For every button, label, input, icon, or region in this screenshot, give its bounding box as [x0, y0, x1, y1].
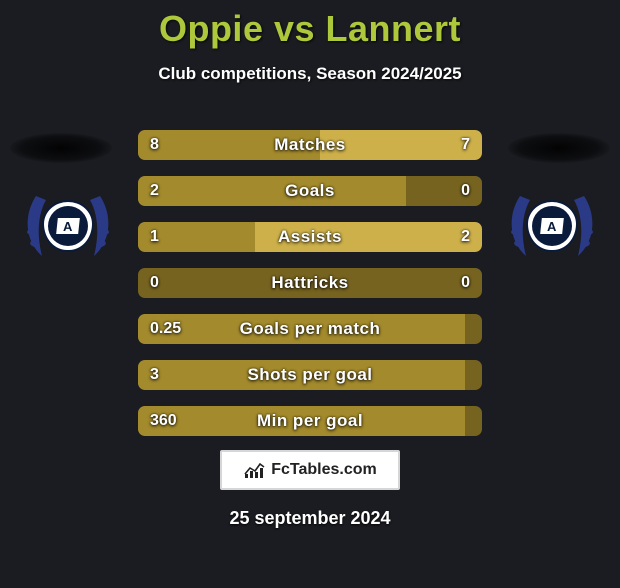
brand-box[interactable]: FcTables.com	[220, 450, 400, 490]
stat-row: Assists12	[138, 222, 482, 252]
stat-row: Goals per match0.25	[138, 314, 482, 344]
page-title: Oppie vs Lannert	[0, 8, 620, 50]
stat-track	[138, 222, 482, 252]
stat-bars: Matches87 Goals20 Assists12 Hattricks00 Goal…	[138, 130, 482, 452]
stat-track	[138, 130, 482, 160]
stat-row: Shots per goal3	[138, 360, 482, 390]
stat-fill-left	[138, 406, 465, 436]
club-logo-right: A	[502, 184, 602, 266]
stat-fill-left	[138, 222, 255, 252]
stat-fill-left	[138, 314, 465, 344]
club-letter-right: A	[547, 219, 556, 234]
stat-track	[138, 406, 482, 436]
stat-track	[138, 360, 482, 390]
club-shield-left: A	[42, 200, 94, 252]
stat-fill-left	[138, 360, 465, 390]
stat-track	[138, 268, 482, 298]
player-shadow-left	[10, 133, 112, 163]
stat-row: Min per goal360	[138, 406, 482, 436]
date-label: 25 september 2024	[0, 508, 620, 529]
stat-fill-left	[138, 130, 320, 160]
player-shadow-right	[508, 133, 610, 163]
stat-track	[138, 314, 482, 344]
brand-label: FcTables.com	[271, 461, 377, 479]
club-letter-left: A	[63, 219, 72, 234]
stat-fill-left	[138, 176, 406, 206]
club-shield-right: A	[526, 200, 578, 252]
chart-icon	[243, 460, 265, 480]
stat-fill-right	[320, 130, 482, 160]
stat-row: Hattricks00	[138, 268, 482, 298]
stat-row: Matches87	[138, 130, 482, 160]
club-logo-left: A	[18, 184, 118, 266]
page-subtitle: Club competitions, Season 2024/2025	[0, 64, 620, 84]
stat-fill-right	[255, 222, 482, 252]
stat-row: Goals20	[138, 176, 482, 206]
stat-track	[138, 176, 482, 206]
